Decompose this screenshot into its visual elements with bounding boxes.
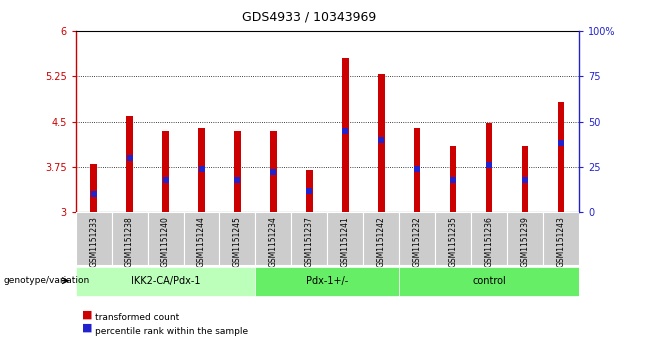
Bar [378, 74, 384, 212]
Bar [471, 212, 507, 265]
Bar [198, 128, 205, 212]
Text: GSM1151234: GSM1151234 [269, 217, 278, 268]
Text: control: control [472, 276, 506, 286]
Bar [399, 212, 435, 265]
Bar [184, 212, 220, 265]
Bar [76, 212, 112, 265]
Text: GSM1151242: GSM1151242 [377, 217, 386, 267]
Bar [363, 212, 399, 265]
Text: GSM1151236: GSM1151236 [485, 217, 494, 268]
Text: ■: ■ [82, 323, 96, 333]
Bar [507, 212, 543, 265]
Text: GSM1151232: GSM1151232 [413, 217, 422, 267]
Text: IKK2-CA/Pdx-1: IKK2-CA/Pdx-1 [131, 276, 200, 286]
Bar [234, 131, 241, 212]
Bar [522, 146, 528, 212]
Bar [435, 212, 471, 265]
Text: GSM1151235: GSM1151235 [449, 217, 458, 268]
Bar [450, 146, 457, 212]
Text: GSM1151245: GSM1151245 [233, 217, 242, 268]
Bar [255, 212, 291, 265]
Bar [255, 266, 399, 296]
Bar [163, 131, 169, 212]
Bar [327, 212, 363, 265]
Bar [414, 128, 420, 212]
Bar [147, 212, 184, 265]
Bar [291, 212, 327, 265]
Text: GSM1151233: GSM1151233 [89, 217, 98, 268]
Text: GSM1151237: GSM1151237 [305, 217, 314, 268]
Text: GSM1151238: GSM1151238 [125, 217, 134, 267]
Bar [342, 58, 349, 212]
Text: genotype/variation: genotype/variation [3, 276, 89, 285]
Bar [270, 131, 276, 212]
Text: ■: ■ [82, 310, 96, 320]
Text: GSM1151243: GSM1151243 [557, 217, 566, 268]
Text: percentile rank within the sample: percentile rank within the sample [95, 327, 249, 335]
Text: GSM1151239: GSM1151239 [520, 217, 530, 268]
Bar [558, 102, 565, 212]
Text: GSM1151240: GSM1151240 [161, 217, 170, 268]
Bar [76, 266, 255, 296]
Bar [112, 212, 147, 265]
Text: Pdx-1+/-: Pdx-1+/- [306, 276, 349, 286]
Text: GSM1151244: GSM1151244 [197, 217, 206, 268]
Text: GSM1151241: GSM1151241 [341, 217, 350, 267]
Bar [399, 266, 579, 296]
Bar [126, 115, 133, 212]
Bar [306, 170, 313, 212]
Bar [486, 123, 492, 212]
Text: transformed count: transformed count [95, 313, 180, 322]
Bar [220, 212, 255, 265]
Bar [90, 164, 97, 212]
Text: GDS4933 / 10343969: GDS4933 / 10343969 [242, 11, 376, 24]
Bar [543, 212, 579, 265]
